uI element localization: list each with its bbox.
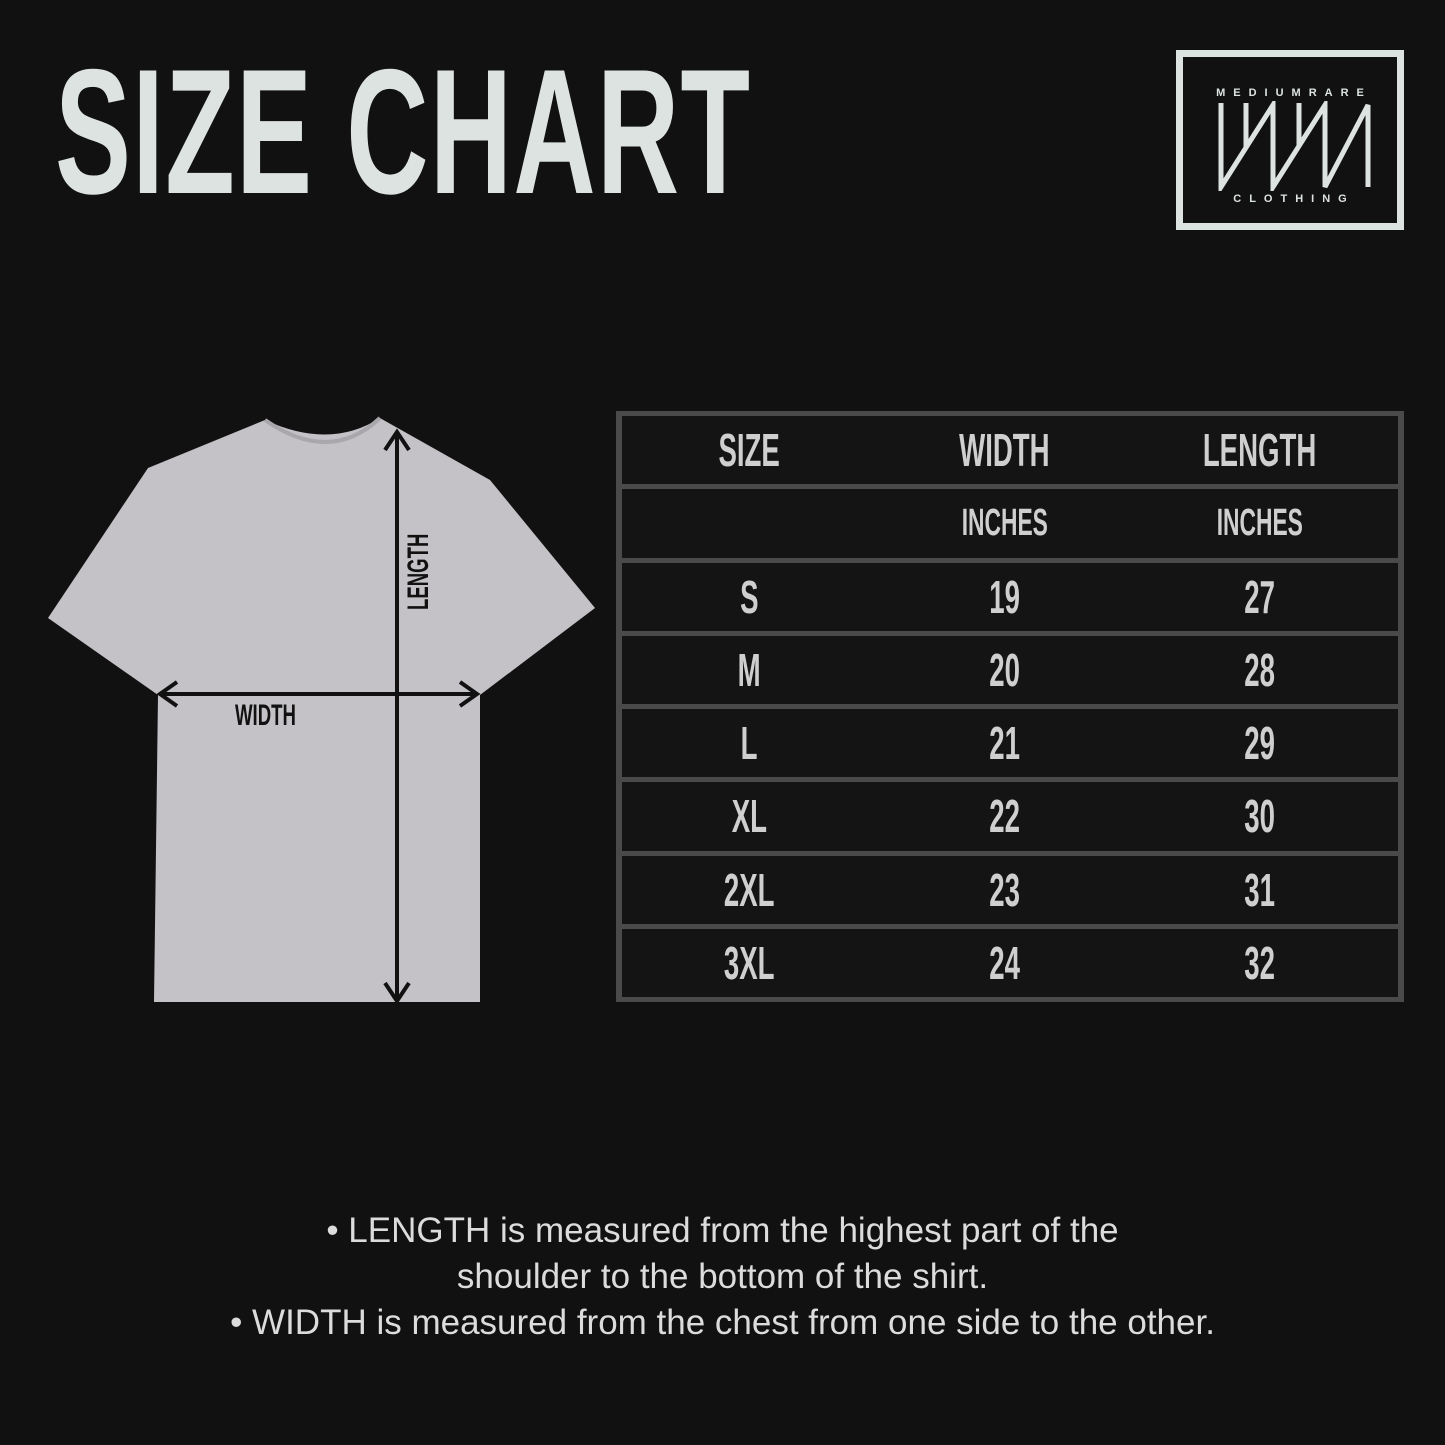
length-cell: 32: [1244, 936, 1275, 989]
size-cell: 2XL: [724, 863, 775, 916]
note-width: • WIDTH is measured from the chest from …: [230, 1303, 1215, 1342]
width-cell: 23: [989, 863, 1020, 916]
width-label: WIDTH: [235, 699, 296, 733]
note-length-cont: shoulder to the bottom of the shirt.: [456, 1257, 989, 1296]
unit-width: INCHES: [961, 501, 1048, 544]
brand-logo: MEDIUMRARE CLOTHING: [1176, 50, 1404, 230]
tshirt-diagram: LENGTH WIDTH: [48, 416, 595, 1005]
header-size: SIZE: [718, 424, 781, 477]
logo-top-text: MEDIUMRARE: [1216, 87, 1372, 99]
width-cell: 24: [989, 936, 1020, 989]
size-cell: 3XL: [724, 936, 775, 989]
size-table: SIZE WIDTH LENGTH INCHES INCHES S 19 27 M 2…: [616, 411, 1404, 1002]
header-width: WIDTH: [959, 424, 1050, 477]
width-cell: 20: [989, 643, 1020, 696]
length-cell: 27: [1244, 570, 1275, 623]
note-length: • LENGTH is measured from the highest pa…: [326, 1211, 1119, 1250]
header-length: LENGTH: [1202, 424, 1317, 477]
length-cell: 30: [1244, 790, 1275, 843]
width-cell: 22: [989, 790, 1020, 843]
length-arrow: [383, 428, 411, 1005]
length-cell: 31: [1244, 863, 1275, 916]
table-row: XL 22 30: [622, 782, 1398, 851]
table-row: S 19 27: [622, 562, 1398, 631]
page-title: SIZE CHART: [55, 32, 752, 231]
table-row: 2XL 23 31: [622, 855, 1398, 924]
table-row: 3XL 24 32: [622, 928, 1398, 997]
size-cell: S: [740, 570, 759, 623]
length-label: LENGTH: [402, 534, 436, 610]
width-cell: 19: [989, 570, 1020, 623]
logo-mark-icon: [1218, 101, 1371, 191]
length-cell: 29: [1244, 717, 1275, 770]
table-units-row: INCHES INCHES: [622, 489, 1398, 558]
measurement-notes: • LENGTH is measured from the highest pa…: [0, 1208, 1445, 1346]
table-row: L 21 29: [622, 709, 1398, 778]
size-cell: XL: [731, 790, 768, 843]
width-cell: 21: [989, 717, 1020, 770]
table-row: M 20 28: [622, 635, 1398, 704]
tshirt-shape: [48, 418, 595, 1002]
size-cell: L: [741, 717, 758, 770]
logo-bottom-text: CLOTHING: [1233, 193, 1355, 205]
unit-length: INCHES: [1216, 501, 1303, 544]
size-cell: M: [737, 643, 761, 696]
width-arrow: [156, 680, 481, 708]
table-header-row: SIZE WIDTH LENGTH: [622, 416, 1398, 485]
length-cell: 28: [1244, 643, 1275, 696]
